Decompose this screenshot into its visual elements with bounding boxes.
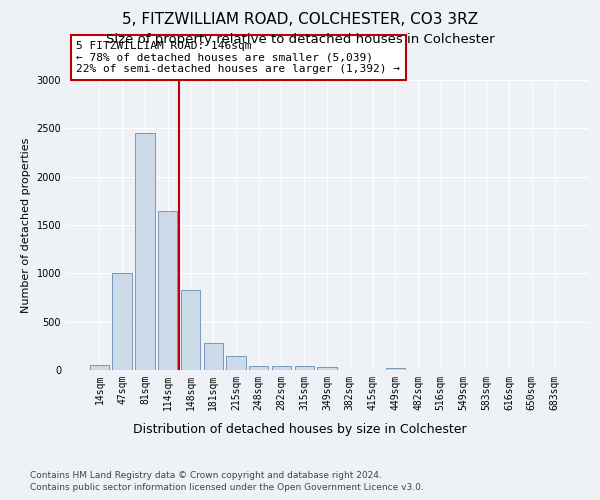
Text: Distribution of detached houses by size in Colchester: Distribution of detached houses by size … bbox=[133, 422, 467, 436]
Bar bbox=[112, 274, 132, 370]
Bar bbox=[90, 364, 109, 370]
Bar bbox=[181, 290, 200, 370]
Bar bbox=[272, 366, 291, 370]
Bar bbox=[158, 212, 178, 370]
Text: 5 FITZWILLIAM ROAD: 146sqm
← 78% of detached houses are smaller (5,039)
22% of s: 5 FITZWILLIAM ROAD: 146sqm ← 78% of deta… bbox=[76, 41, 400, 74]
Text: 5, FITZWILLIAM ROAD, COLCHESTER, CO3 3RZ: 5, FITZWILLIAM ROAD, COLCHESTER, CO3 3RZ bbox=[122, 12, 478, 28]
Bar bbox=[317, 367, 337, 370]
Bar bbox=[203, 343, 223, 370]
Y-axis label: Number of detached properties: Number of detached properties bbox=[21, 138, 31, 312]
Bar bbox=[249, 366, 268, 370]
Text: Contains HM Land Registry data © Crown copyright and database right 2024.: Contains HM Land Registry data © Crown c… bbox=[30, 471, 382, 480]
Text: Contains public sector information licensed under the Open Government Licence v3: Contains public sector information licen… bbox=[30, 484, 424, 492]
Text: Size of property relative to detached houses in Colchester: Size of property relative to detached ho… bbox=[106, 32, 494, 46]
Bar bbox=[226, 356, 245, 370]
Bar bbox=[295, 366, 314, 370]
Bar bbox=[386, 368, 405, 370]
Bar bbox=[135, 133, 155, 370]
